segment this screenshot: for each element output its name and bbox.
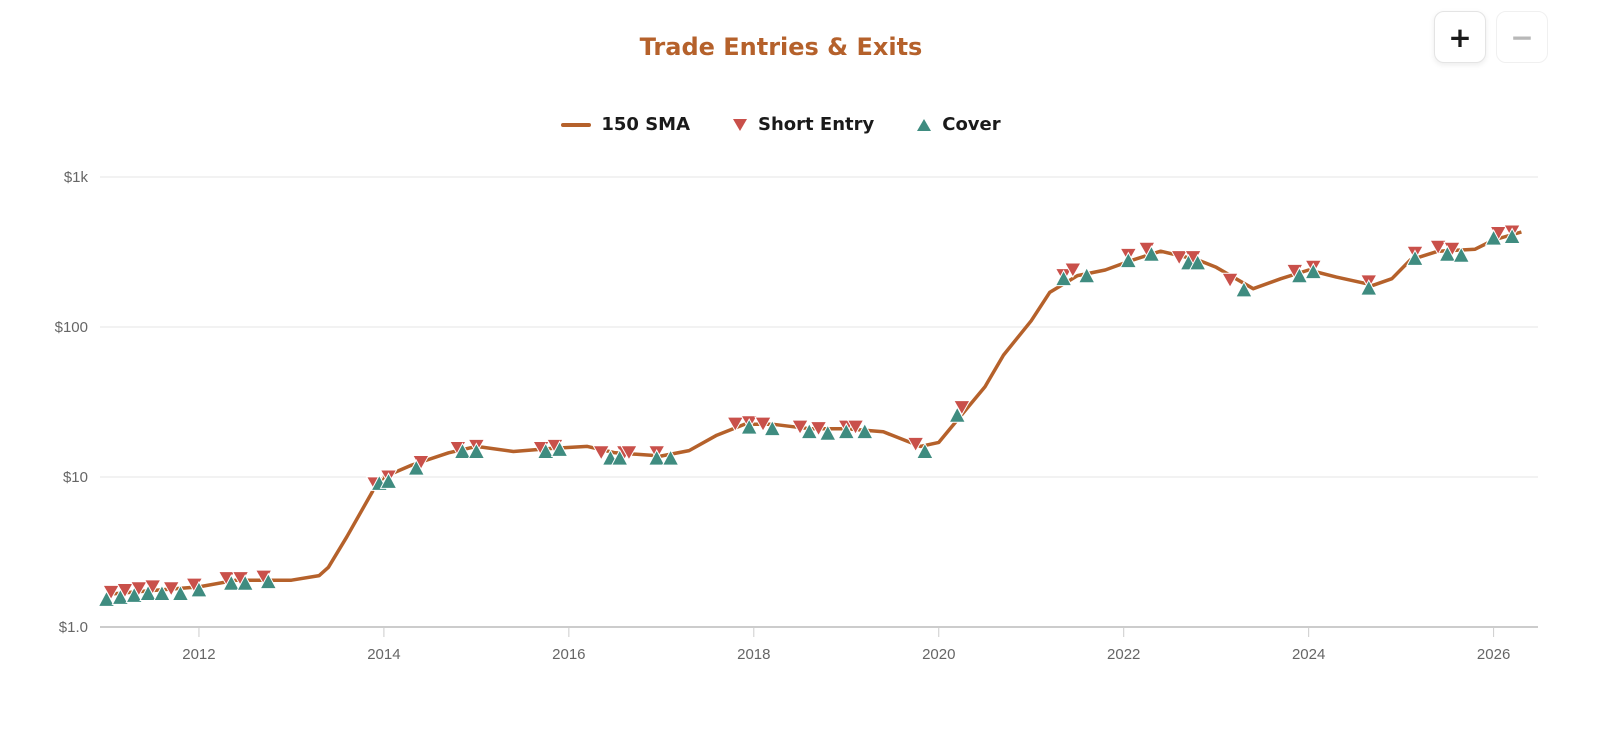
zoom-in-button[interactable]: + <box>1434 11 1486 63</box>
x-tick-label: 2016 <box>552 646 585 663</box>
cover-marker <box>661 449 680 466</box>
triangle-down-icon <box>733 118 748 131</box>
short-entry-marker <box>846 419 865 436</box>
cover-marker <box>1359 279 1378 296</box>
legend: 150 SMA Short Entry Cover <box>0 114 1562 135</box>
legend-label: Cover <box>942 114 1001 135</box>
cover-marker <box>550 440 569 457</box>
sma-line <box>106 230 1522 597</box>
short-entry-marker <box>1429 239 1447 256</box>
cover-marker <box>916 442 934 459</box>
cover-marker <box>763 419 782 437</box>
short-entry-marker <box>726 416 745 433</box>
short-entry-marker <box>906 436 925 453</box>
cover-marker <box>1503 227 1521 245</box>
cover-marker <box>1484 229 1503 246</box>
cover-marker <box>800 422 819 440</box>
short-entry-marker <box>162 581 181 597</box>
y-tick-label: $1k <box>64 169 89 186</box>
x-tick-label: 2014 <box>367 646 400 663</box>
cover-marker <box>1452 246 1471 263</box>
cover-marker <box>948 406 967 423</box>
chart-title: Trade Entries & Exits <box>639 33 923 61</box>
legend-item-cover[interactable]: Cover <box>916 114 1001 135</box>
cover-marker <box>1119 251 1138 269</box>
cover-marker <box>1438 245 1457 262</box>
x-tick-label: 2018 <box>737 646 770 663</box>
cover-marker <box>740 418 759 435</box>
cover-marker <box>125 586 144 603</box>
cover-marker <box>222 574 241 591</box>
cover-marker <box>236 574 255 591</box>
cover-marker <box>1290 266 1309 284</box>
cover-marker <box>379 472 398 489</box>
cover-marker <box>1054 269 1073 287</box>
cover-marker <box>407 459 426 476</box>
x-tick-label: 2012 <box>182 646 215 663</box>
cover-marker <box>171 584 190 602</box>
cover-marker <box>647 449 666 466</box>
cover-marker <box>837 422 856 440</box>
cover-marker <box>610 449 629 466</box>
cover-marker <box>1142 245 1161 262</box>
cover-marker <box>467 442 486 459</box>
line-swatch-icon <box>561 122 592 127</box>
cover-marker <box>453 442 472 459</box>
cover-marker <box>111 588 130 605</box>
triangle-up-icon <box>917 118 932 131</box>
cover-marker <box>190 580 208 598</box>
x-tick-label: 2020 <box>922 646 955 663</box>
x-tick-label: 2022 <box>1107 646 1140 663</box>
cover-marker <box>818 424 837 441</box>
short-entry-marker <box>1063 262 1082 278</box>
short-entry-marker <box>592 445 611 461</box>
legend-label: Short Entry <box>758 114 875 135</box>
cover-marker <box>139 584 157 602</box>
y-tick-label: $1.0 <box>59 619 88 636</box>
cover-marker <box>1188 253 1207 271</box>
zoom-out-button[interactable]: − <box>1496 11 1548 63</box>
cover-marker <box>259 572 278 590</box>
short-entry-marker <box>754 416 772 433</box>
cover-marker <box>1406 249 1424 266</box>
cover-marker <box>1077 266 1096 284</box>
short-entry-marker <box>620 445 638 461</box>
cover-marker <box>536 442 555 459</box>
short-entry-marker <box>1221 272 1239 289</box>
cover-marker <box>1304 262 1323 280</box>
short-entry-marker <box>791 419 809 436</box>
short-entry-marker <box>1170 250 1189 266</box>
legend-label: 150 SMA <box>601 114 691 135</box>
short-entry-marker <box>809 421 828 437</box>
x-tick-label: 2024 <box>1292 646 1325 663</box>
cover-marker <box>153 584 171 602</box>
legend-item-short-entry[interactable]: Short Entry <box>732 114 874 135</box>
cover-marker <box>97 590 116 607</box>
legend-item-sma[interactable]: 150 SMA <box>561 114 690 135</box>
cover-marker <box>855 422 874 440</box>
x-tick-label: 2026 <box>1477 646 1510 663</box>
y-tick-label: $100 <box>55 319 88 336</box>
y-tick-label: $10 <box>63 469 88 486</box>
cover-marker <box>1235 280 1253 298</box>
